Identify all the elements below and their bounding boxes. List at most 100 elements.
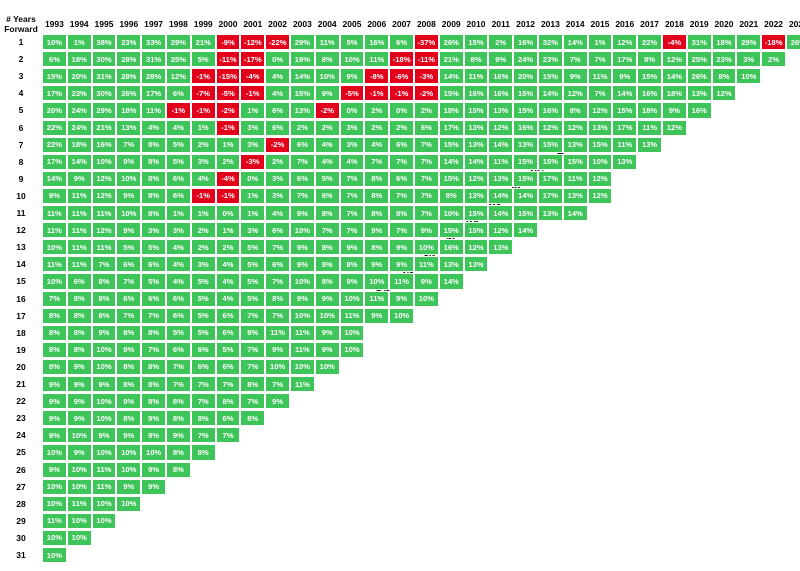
heatmap-cell: 12% (711, 85, 737, 102)
heatmap-cell: 5% (141, 273, 166, 290)
heatmap-cell: 14% (513, 222, 538, 239)
year-header: 2013 (540, 19, 560, 29)
heatmap-cell: 23% (116, 34, 142, 51)
heatmap-cell: 7% (339, 222, 365, 239)
heatmap-cell: 9% (414, 222, 439, 239)
heatmap-cell: 10% (414, 239, 439, 256)
heatmap-cell: 4% (215, 256, 241, 273)
heatmap-cell: 8% (141, 170, 166, 187)
heatmap-cell: 18% (438, 102, 464, 119)
heatmap-cell: 15% (513, 170, 538, 187)
heatmap-cell: -15% (215, 68, 241, 85)
heatmap-cell: 8% (314, 205, 340, 222)
heatmap-cell: 17% (538, 187, 563, 205)
heatmap-cell: 9% (116, 153, 142, 170)
heatmap-cell: 16% (686, 102, 712, 119)
heatmap-cell: 13% (463, 256, 489, 273)
year-header: 2007 (392, 19, 412, 29)
row-label: 7 (18, 139, 24, 150)
heatmap-cell: 8% (463, 51, 489, 68)
heatmap-cell: 6% (265, 256, 290, 273)
row-label: 14 (16, 259, 26, 270)
row-label: 9 (18, 173, 24, 184)
heatmap-cell: 3% (240, 119, 266, 136)
heatmap-cell: 21% (438, 51, 464, 68)
heatmap-cell: 2% (364, 102, 390, 119)
heatmap-cell: 16% (488, 85, 514, 102)
heatmap-cell: 10% (587, 153, 613, 170)
heatmap-cell: 11% (66, 205, 92, 222)
heatmap-cell: -4% (215, 170, 241, 187)
heatmap-cell: -3% (414, 68, 439, 85)
heatmap-cell: 6% (389, 34, 414, 51)
heatmap-cell: 15% (562, 153, 588, 170)
heatmap-cell: 8% (141, 393, 166, 410)
row-label: 24 (16, 430, 26, 441)
heatmap-cell: 6% (215, 307, 241, 324)
heatmap-cell: 9% (339, 68, 365, 85)
heatmap-cell: 11% (637, 119, 662, 136)
heatmap-cell: 11% (290, 324, 315, 341)
heatmap-cell: 8% (389, 205, 414, 222)
heatmap-cell: 8% (711, 68, 737, 85)
heatmap-cell: 30% (91, 51, 117, 68)
heatmap-cell: 26% (116, 85, 142, 102)
heatmap-cell: 15% (438, 136, 464, 153)
heatmap-cell: 15% (612, 102, 638, 119)
heatmap-cell: 2% (314, 119, 340, 136)
heatmap-cell: 14% (66, 153, 92, 170)
heatmap-cell: 10% (314, 68, 340, 85)
heatmap-cell: -4% (240, 68, 266, 85)
heatmap-cell: 4% (314, 153, 340, 170)
heatmap-cell: 15% (538, 68, 563, 85)
heatmap-cell: 8% (116, 410, 142, 427)
heatmap-cell: 4% (265, 85, 290, 102)
heatmap-cell: 11% (488, 153, 514, 170)
heatmap-cell: 10% (290, 358, 315, 376)
heatmap-cell: 11% (66, 187, 92, 205)
heatmap-cell: 6% (265, 222, 290, 239)
heatmap-cell: 10% (91, 358, 117, 376)
heatmap-cell: -7% (190, 85, 216, 102)
corner-label: # Years Forward (4, 14, 38, 34)
heatmap-cell: -18% (389, 51, 414, 68)
heatmap-cell: 14% (488, 187, 514, 205)
heatmap-cell: 5% (116, 239, 142, 256)
heatmap-cell: 28% (116, 68, 142, 85)
heatmap-cell: 7% (215, 427, 241, 444)
heatmap-cell: 4% (215, 290, 241, 307)
heatmap-cell: 9% (314, 290, 340, 307)
heatmap-cell: 7% (141, 307, 166, 324)
heatmap-cell: 17% (612, 119, 638, 136)
heatmap-cell: -2% (265, 136, 290, 153)
heatmap-cell: 9% (66, 410, 92, 427)
heatmap-cell: 3% (339, 119, 365, 136)
heatmap-cell: 5% (240, 273, 266, 290)
heatmap-cell: 10% (339, 290, 365, 307)
heatmap-cell: 13% (463, 136, 489, 153)
heatmap-cell: 15% (637, 68, 662, 85)
heatmap-cell: 8% (141, 136, 166, 153)
heatmap-cell: 11% (42, 205, 67, 222)
heatmap-cell: 2% (215, 153, 241, 170)
heatmap-cell: 17% (42, 85, 67, 102)
heatmap-cell: 13% (488, 102, 514, 119)
heatmap-cell: 22% (42, 136, 67, 153)
heatmap-cell: 8% (314, 256, 340, 273)
heatmap-cell: -5% (339, 85, 365, 102)
heatmap-cell: 14% (42, 170, 67, 187)
row-label: 26 (16, 464, 26, 475)
heatmap-cell: 9% (314, 85, 340, 102)
heatmap-cell: 1% (190, 205, 216, 222)
heatmap-cell: 15% (42, 68, 67, 85)
heatmap-cell: 14% (438, 273, 464, 290)
heatmap-cell: 15% (513, 205, 538, 222)
year-header: 1996 (119, 19, 139, 29)
row-label: 17 (16, 310, 26, 321)
year-header: 2011 (491, 19, 511, 29)
heatmap-cell: 6% (215, 410, 241, 427)
heatmap-cell: 7% (389, 222, 414, 239)
heatmap-cell: 8% (66, 307, 92, 324)
heatmap-cell: 7% (414, 153, 439, 170)
heatmap-cell: 8% (364, 187, 390, 205)
